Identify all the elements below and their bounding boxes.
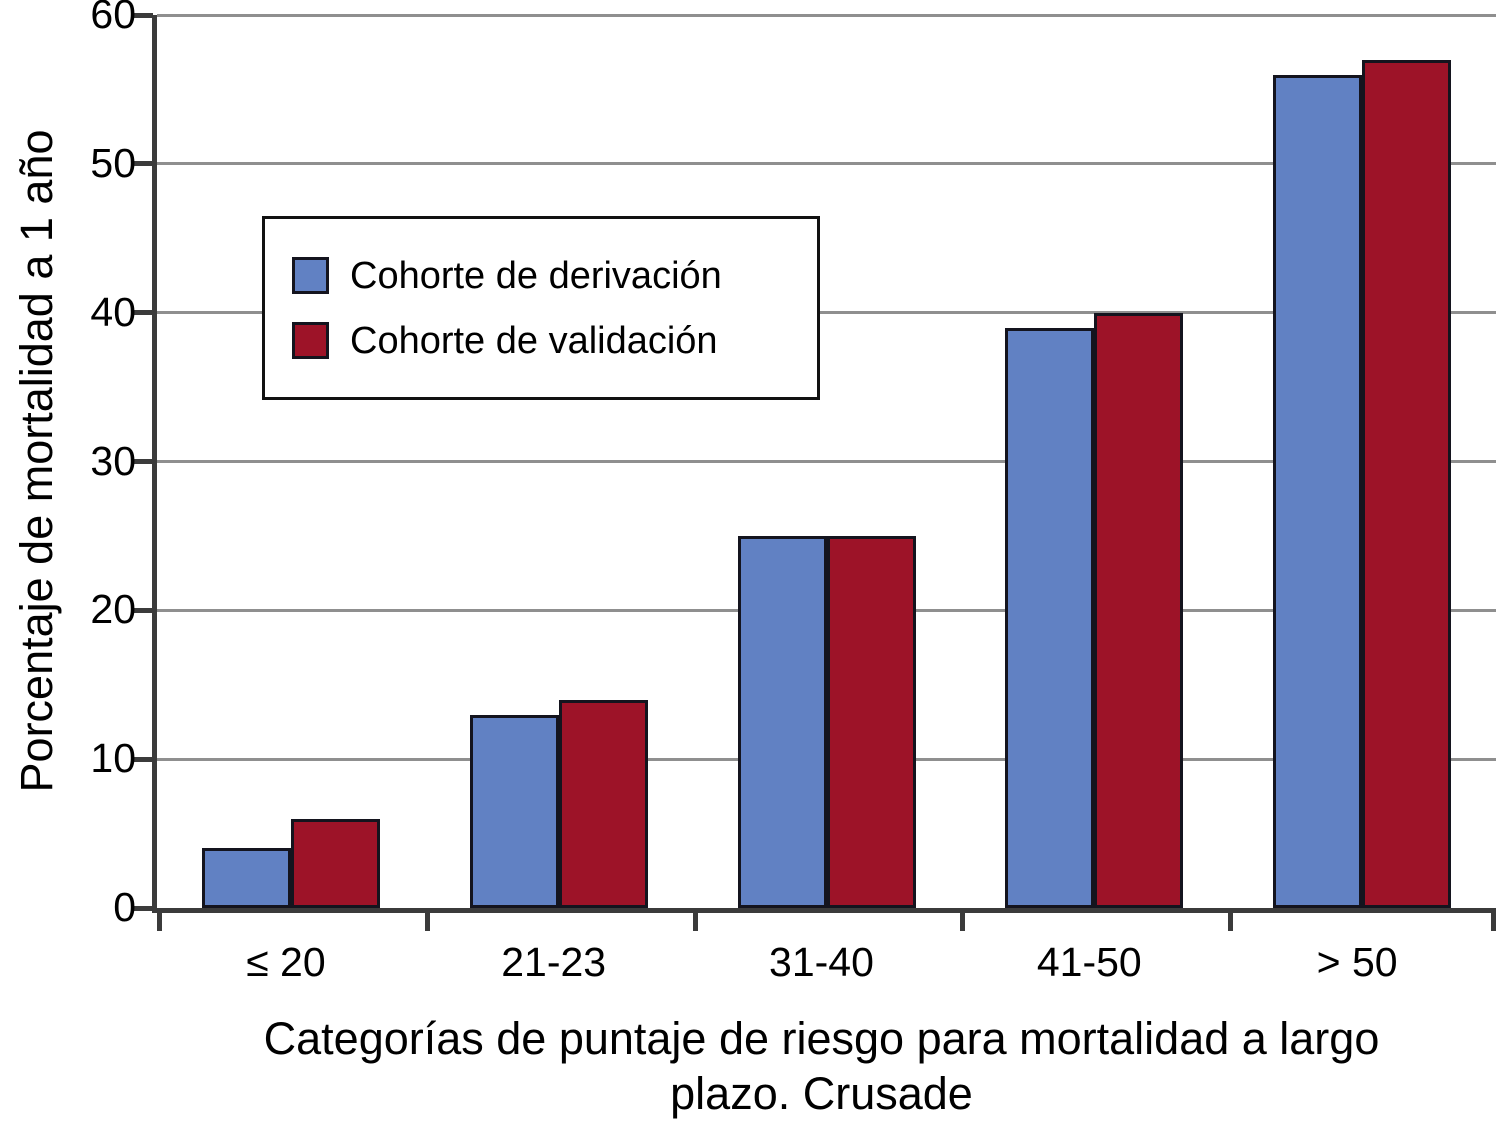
y-axis-tick xyxy=(134,756,153,762)
x-axis-tick xyxy=(692,912,698,931)
x-tick-label: > 50 xyxy=(1316,939,1398,985)
y-tick-label: 10 xyxy=(90,735,136,782)
gridline xyxy=(157,311,1496,315)
legend-swatch-derivacion xyxy=(292,257,329,294)
y-tick-label: 40 xyxy=(90,288,136,335)
legend: Cohorte de derivación Cohorte de validac… xyxy=(262,216,820,400)
y-tick-label: 30 xyxy=(90,437,136,484)
bar-derivacion xyxy=(737,535,827,908)
y-axis-tick xyxy=(134,905,153,911)
x-axis-tick xyxy=(1228,912,1234,931)
gridline xyxy=(157,13,1496,17)
x-axis-tick xyxy=(424,912,430,931)
legend-item-validacion: Cohorte de validación xyxy=(292,322,817,360)
x-axis-title: Categorías de puntaje de riesgo para mor… xyxy=(263,1013,1380,1119)
x-axis-title-wrap: Categorías de puntaje de riesgo para mor… xyxy=(152,1012,1491,1122)
gridline xyxy=(157,460,1496,463)
y-tick-label: 60 xyxy=(90,0,136,37)
legend-swatch-validacion xyxy=(292,322,329,359)
x-tick-label: 41-50 xyxy=(1036,939,1142,985)
bar-derivacion xyxy=(1273,74,1363,908)
x-tick-label: 31-40 xyxy=(769,939,874,985)
bar-validacion xyxy=(290,818,380,908)
legend-label-derivacion: Cohorte de derivación xyxy=(350,254,722,297)
y-tick-label: 50 xyxy=(90,139,136,186)
bar-derivacion xyxy=(1005,327,1095,908)
y-axis-tick xyxy=(134,12,153,18)
y-tick-label: 20 xyxy=(90,586,136,633)
bar-derivacion xyxy=(201,848,291,908)
legend-item-derivacion: Cohorte de derivación xyxy=(292,257,817,295)
y-axis-tick xyxy=(134,459,153,464)
x-tick-label: ≤ 20 xyxy=(246,939,326,985)
y-axis-tick xyxy=(134,161,153,167)
bar-validacion xyxy=(558,699,648,908)
y-tick-label: 0 xyxy=(113,884,136,930)
y-axis-tick xyxy=(134,607,153,613)
bar-validacion xyxy=(1094,312,1184,908)
bar-derivacion xyxy=(469,714,559,908)
y-axis-tick xyxy=(134,310,153,316)
bar-validacion xyxy=(826,535,916,908)
x-axis-tick xyxy=(157,912,162,931)
x-axis-tick xyxy=(1491,912,1496,931)
plot-area xyxy=(134,12,1496,931)
gridline xyxy=(157,162,1496,166)
x-tick-label: 21-23 xyxy=(501,939,607,985)
bar-validacion xyxy=(1362,59,1452,908)
legend-label-validacion: Cohorte de validación xyxy=(350,319,718,362)
x-axis-tick xyxy=(960,912,966,931)
